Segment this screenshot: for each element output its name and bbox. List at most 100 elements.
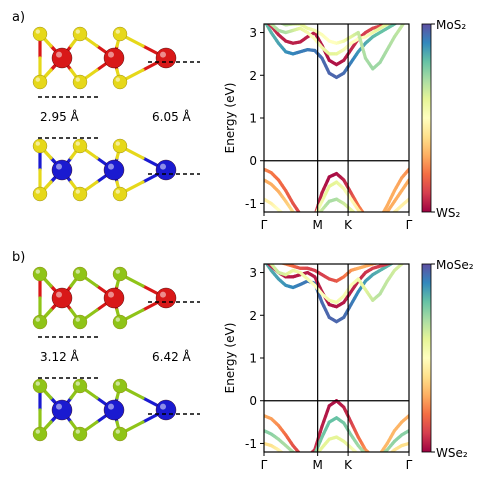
band-segment [400, 255, 402, 256]
band-segment [364, 457, 366, 458]
band-segment [407, 15, 409, 16]
y-tick-label: 3 [249, 266, 257, 280]
atom-highlight [160, 163, 166, 170]
band-segment [391, 258, 393, 259]
atom-highlight [108, 163, 114, 170]
chalcogen-atom [32, 266, 48, 282]
band-segment [284, 454, 286, 455]
band-segment [389, 451, 393, 452]
band-segment [358, 216, 360, 217]
band-segment [266, 16, 268, 17]
band-segment [297, 215, 299, 217]
metal-atom [155, 159, 177, 181]
band-segment [387, 259, 389, 260]
band-segment [375, 455, 377, 456]
band-segment [288, 456, 290, 457]
y-tick-label: 0 [249, 394, 257, 408]
band-segment [367, 451, 371, 452]
band-segment [264, 15, 266, 16]
band-segment [369, 222, 371, 223]
band-segment [389, 215, 391, 217]
band-segment [266, 24, 269, 25]
panel-a: a) 2.95 Å 6.05 Å -1 0 1 2 3 Γ M K Γ Energy (eV) MoS₂ W… [12, 10, 466, 232]
band-segment [306, 219, 308, 221]
layer-distance-label: 6.42 Å [152, 349, 192, 364]
band-segment [380, 261, 382, 262]
band-segment [369, 219, 371, 221]
band-segment [404, 19, 406, 20]
band-segment [382, 451, 385, 452]
band-segment [371, 457, 373, 458]
atom-highlight [75, 141, 81, 146]
band-segment [404, 18, 406, 19]
band-segment [279, 24, 282, 25]
band-segment [402, 259, 404, 260]
atom-highlight [108, 403, 114, 410]
band-segment [286, 216, 288, 217]
band-segment [309, 458, 311, 459]
chalcogen-atom [32, 186, 48, 202]
band-segment [309, 219, 311, 220]
atom-highlight [35, 381, 40, 386]
band-segment [266, 264, 269, 265]
atom-highlight [115, 77, 121, 82]
band-segment [268, 261, 270, 263]
band-segment [297, 455, 299, 456]
band-segment [369, 221, 371, 222]
atom-highlight [108, 291, 114, 298]
atom-highlight [56, 163, 62, 170]
chalcogen-atom [72, 266, 88, 282]
band-segment [407, 255, 409, 256]
band-segment [400, 20, 402, 21]
atom-highlight [115, 317, 121, 322]
chalcogen-atom [72, 74, 88, 90]
band-segment [373, 456, 375, 457]
colorbar-top-label: MoSe₂ [436, 258, 474, 272]
atom-highlight [56, 291, 62, 298]
band-segment [405, 17, 407, 18]
band-segment [387, 455, 389, 457]
band-segment [395, 257, 397, 258]
band-segment [369, 456, 371, 457]
chalcogen-atom [112, 74, 128, 90]
colorbar-bottom-label: WS₂ [436, 206, 460, 220]
band-segment [295, 214, 297, 216]
atom-highlight [160, 51, 166, 58]
band-segment [306, 456, 308, 457]
atom-highlight [75, 429, 81, 434]
band-segment [309, 218, 311, 219]
band-segment [398, 260, 400, 261]
band-segment [360, 455, 362, 456]
band-segment [405, 18, 407, 19]
colorbar-bottom-label: WSe₂ [436, 446, 468, 460]
plot-frame [263, 263, 410, 453]
band-segment [313, 454, 315, 455]
band-segment [402, 19, 404, 20]
band-segment [376, 221, 378, 222]
atom-highlight [56, 51, 62, 58]
band-segment [376, 455, 378, 456]
colorbar [421, 263, 432, 453]
chalcogen-atom [112, 186, 128, 202]
band-segment [315, 454, 317, 456]
band-segment [380, 221, 382, 222]
band-segment [273, 19, 275, 20]
band-segment [373, 222, 375, 223]
atom-highlight [75, 189, 81, 194]
band-segment [375, 264, 379, 265]
atom-highlight [35, 29, 40, 34]
band-segment [396, 21, 398, 22]
x-tick-label: Γ [261, 458, 268, 472]
band-segment [407, 258, 409, 260]
band-segment [371, 222, 373, 223]
atom-highlight [115, 381, 121, 386]
atom-highlight [35, 141, 40, 146]
band-segment [378, 262, 380, 263]
band-segment [384, 219, 386, 220]
band-segment [289, 218, 291, 219]
band-segment [366, 218, 368, 219]
band-segment [402, 19, 404, 20]
band-segment [395, 21, 397, 22]
band-segment [315, 210, 319, 212]
band-segment [400, 20, 402, 21]
